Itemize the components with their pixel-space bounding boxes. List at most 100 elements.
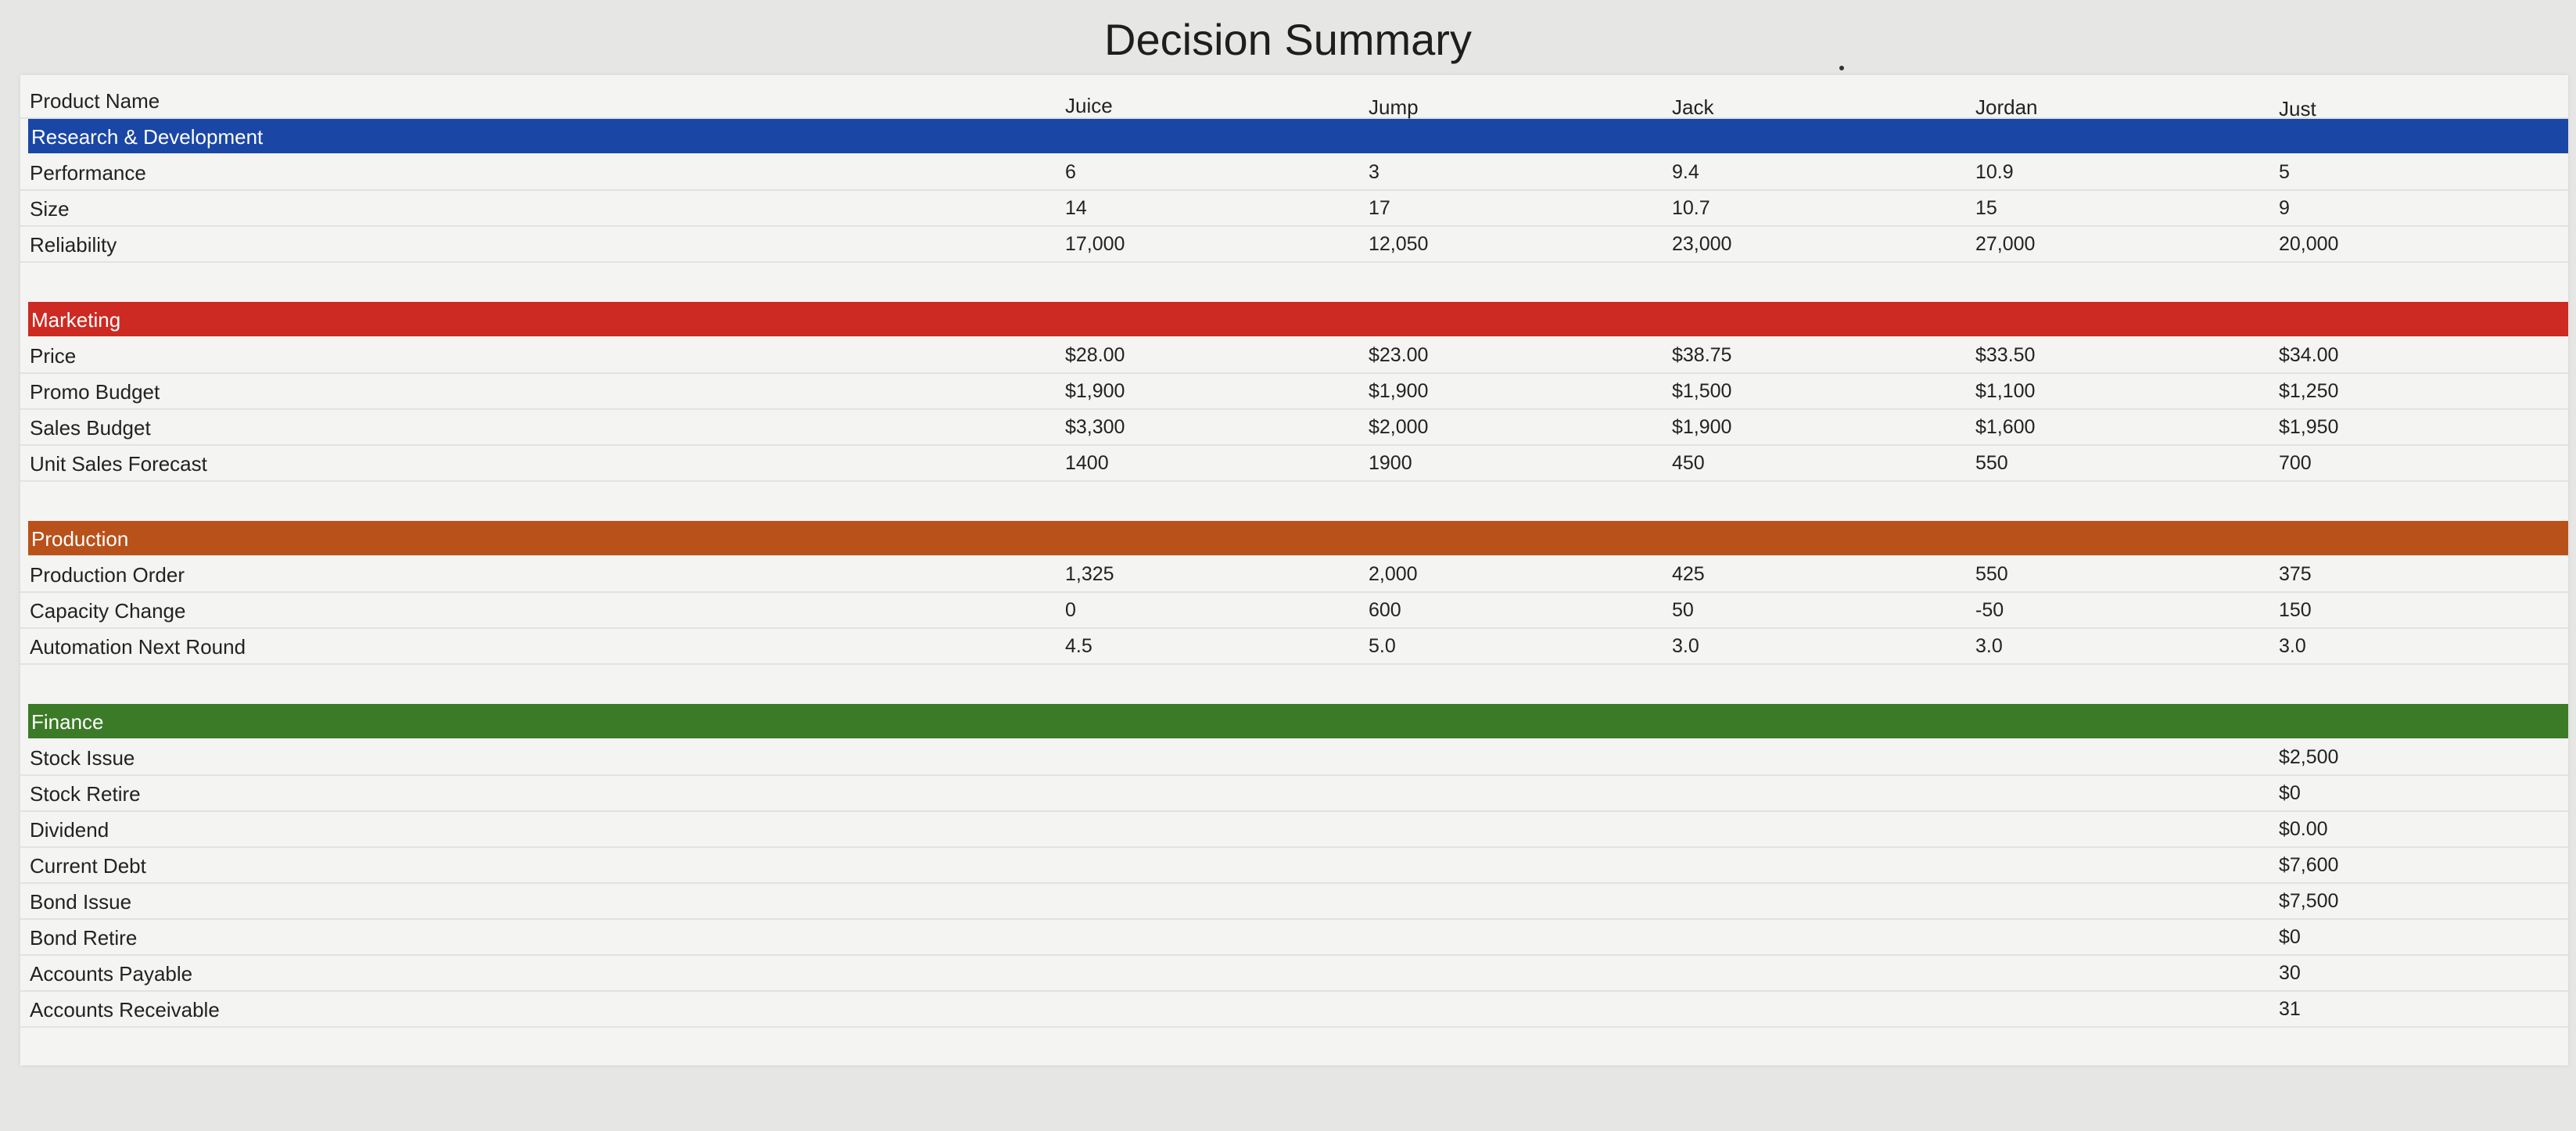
- table-row-accounts-receivable: Accounts Receivable 31: [20, 992, 2568, 1028]
- row-label: Automation Next Round: [30, 635, 246, 659]
- table-row-promo-budget: Promo Budget $1,900 $1,900 $1,500 $1,100…: [20, 374, 2568, 410]
- screen-speck: [1839, 66, 1844, 70]
- cell-juice: 4.5: [1065, 635, 1092, 657]
- row-label: Production Order: [30, 563, 185, 587]
- table-row-price: Price $28.00 $23.00 $38.75 $33.50 $34.00: [20, 338, 2568, 374]
- cell-just: $7,600: [2279, 854, 2339, 876]
- cell-jordan: 550: [1975, 452, 2008, 474]
- cell-jordan: 550: [1975, 563, 2008, 585]
- cell-jump: 5.0: [1369, 635, 1396, 657]
- cell-jordan: 3.0: [1975, 635, 2003, 657]
- summary-table: Product Name Juice Jump Jack Jordan Just…: [20, 75, 2568, 1065]
- table-row-current-debt: Current Debt $7,600: [20, 848, 2568, 884]
- table-row-accounts-payable: Accounts Payable 30: [20, 956, 2568, 992]
- cell-jack: 50: [1672, 599, 1694, 621]
- section-header-finance: Finance: [28, 704, 2568, 738]
- cell-jordan: 10.9: [1975, 161, 2014, 183]
- cell-jordan: $1,100: [1975, 380, 2036, 402]
- product-header-jack: Jack: [1672, 95, 1714, 119]
- cell-juice: 1400: [1065, 452, 1109, 474]
- cell-juice: $28.00: [1065, 344, 1125, 366]
- row-label: Dividend: [30, 818, 109, 842]
- table-row-size: Size 14 17 10.7 15 9: [20, 191, 2568, 227]
- cell-juice: 17,000: [1065, 233, 1125, 255]
- cell-jack: 10.7: [1672, 197, 1710, 219]
- cell-jack: $1,900: [1672, 416, 1732, 438]
- cell-just: $34.00: [2279, 344, 2339, 366]
- cell-just: 31: [2279, 998, 2301, 1020]
- table-row-performance: Performance 6 3 9.4 10.9 5: [20, 155, 2568, 191]
- cell-jordan: -50: [1975, 599, 2004, 621]
- table-row-bond-retire: Bond Retire $0: [20, 920, 2568, 956]
- row-label: Accounts Receivable: [30, 998, 220, 1021]
- section-label-production: Production: [31, 527, 129, 551]
- page-title: Decision Summary: [1104, 15, 1472, 64]
- table-row-production-order: Production Order 1,325 2,000 425 550 375: [20, 557, 2568, 593]
- cell-jordan: $33.50: [1975, 344, 2036, 366]
- cell-jack: 450: [1672, 452, 1705, 474]
- cell-jump: 600: [1369, 599, 1401, 621]
- cell-jump: $23.00: [1369, 344, 1429, 366]
- product-header-just: Just: [2279, 97, 2316, 120]
- cell-juice: 0: [1065, 599, 1076, 621]
- cell-jack: $1,500: [1672, 380, 1732, 402]
- row-label: Bond Issue: [30, 890, 132, 914]
- row-label: Unit Sales Forecast: [30, 452, 207, 476]
- cell-just: 9: [2279, 197, 2290, 219]
- cell-jordan: $1,600: [1975, 416, 2036, 438]
- cell-jordan: 27,000: [1975, 233, 2036, 255]
- product-header-jordan: Jordan: [1975, 95, 2038, 119]
- cell-just: $1,950: [2279, 416, 2339, 438]
- cell-just: 150: [2279, 599, 2312, 621]
- product-header-juice: Juice: [1065, 94, 1113, 117]
- cell-just: 20,000: [2279, 233, 2339, 255]
- cell-juice: $3,300: [1065, 416, 1125, 438]
- table-row-stock-issue: Stock Issue $2,500: [20, 740, 2568, 776]
- table-row-automation-next-round: Automation Next Round 4.5 5.0 3.0 3.0 3.…: [20, 629, 2568, 665]
- cell-jump: $2,000: [1369, 416, 1429, 438]
- product-header-jump: Jump: [1369, 95, 1419, 119]
- table-row-dividend: Dividend $0.00: [20, 812, 2568, 848]
- row-label: Stock Retire: [30, 782, 141, 806]
- cell-jack: 3.0: [1672, 635, 1699, 657]
- table-row-stock-retire: Stock Retire $0: [20, 776, 2568, 812]
- row-label: Stock Issue: [30, 746, 135, 770]
- cell-jump: 12,050: [1369, 233, 1429, 255]
- section-header-marketing: Marketing: [28, 302, 2568, 336]
- row-label: Current Debt: [30, 854, 146, 878]
- cell-juice: 14: [1065, 197, 1087, 219]
- cell-just: 3.0: [2279, 635, 2306, 657]
- table-row-unit-sales-forecast: Unit Sales Forecast 1400 1900 450 550 70…: [20, 446, 2568, 482]
- cell-just: $7,500: [2279, 890, 2339, 912]
- cell-jump: 2,000: [1369, 563, 1418, 585]
- cell-jump: $1,900: [1369, 380, 1429, 402]
- cell-just: 30: [2279, 962, 2301, 984]
- section-header-production: Production: [28, 521, 2568, 555]
- cell-jack: 425: [1672, 563, 1705, 585]
- row-label: Capacity Change: [30, 599, 186, 623]
- cell-just: $0: [2279, 782, 2301, 804]
- row-label: Size: [30, 197, 70, 221]
- cell-jump: 17: [1369, 197, 1390, 219]
- row-label: Bond Retire: [30, 926, 138, 950]
- row-label: Price: [30, 344, 77, 368]
- header-row: Product Name Juice Jump Jack Jordan Just: [20, 83, 2568, 120]
- cell-jordan: 15: [1975, 197, 1997, 219]
- row-label: Sales Budget: [30, 416, 151, 440]
- section-label-finance: Finance: [31, 710, 104, 734]
- section-label-marketing: Marketing: [31, 308, 121, 332]
- product-name-label: Product Name: [30, 89, 160, 113]
- cell-jack: $38.75: [1672, 344, 1732, 366]
- cell-just: $0: [2279, 926, 2301, 948]
- cell-just: $0.00: [2279, 818, 2328, 840]
- row-label: Performance: [30, 161, 146, 185]
- cell-just: $2,500: [2279, 746, 2339, 768]
- cell-juice: 1,325: [1065, 563, 1114, 585]
- table-row-bond-issue: Bond Issue $7,500: [20, 884, 2568, 920]
- section-label-rd: Research & Development: [31, 125, 264, 149]
- cell-juice: 6: [1065, 161, 1076, 183]
- cell-jump: 1900: [1369, 452, 1412, 474]
- cell-just: $1,250: [2279, 380, 2339, 402]
- cell-just: 5: [2279, 161, 2290, 183]
